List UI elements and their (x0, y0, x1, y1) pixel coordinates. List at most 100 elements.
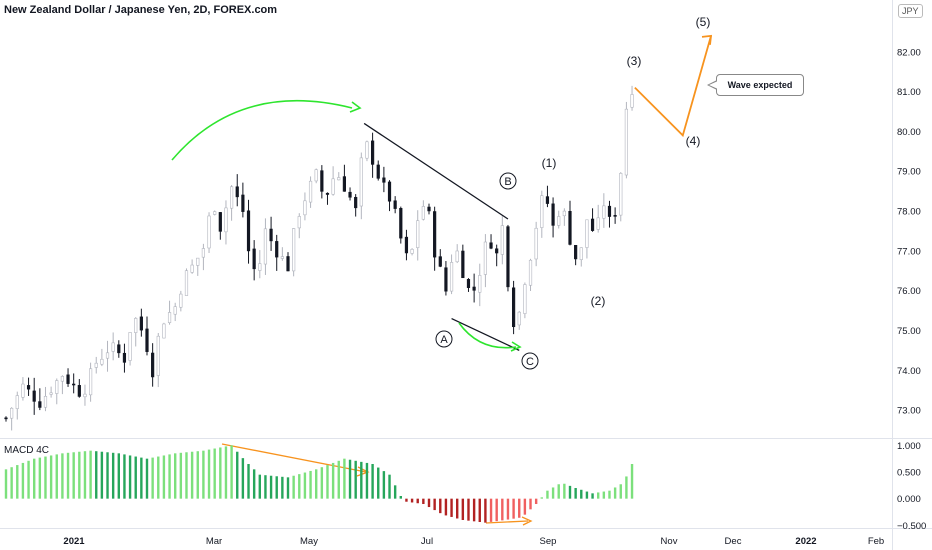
candle (286, 252, 290, 272)
macd-bar (348, 459, 352, 499)
macd-bar (298, 474, 301, 499)
macd-bar (585, 491, 589, 499)
candle-body (557, 216, 561, 226)
macd-bar (134, 456, 137, 499)
candle (224, 200, 228, 245)
candle (387, 180, 392, 212)
macd-bar (140, 457, 143, 499)
candle-body (528, 259, 533, 286)
macd-bar (557, 484, 560, 499)
macd-tick-label: 0.000 (897, 494, 921, 505)
macd-bar (439, 498, 442, 514)
candle-body (230, 186, 234, 209)
macd-bar (619, 484, 622, 499)
candle (551, 197, 555, 238)
macd-bar (343, 458, 346, 499)
candle (337, 172, 341, 181)
macd-bar (157, 456, 160, 499)
candle-body (38, 401, 42, 408)
candle (449, 254, 454, 295)
macd-bar (10, 467, 13, 499)
price-tick-label: 76.00 (897, 286, 921, 297)
macd-bar (145, 458, 149, 499)
candle (348, 187, 352, 201)
candle-body (416, 220, 420, 248)
macd-bar (286, 477, 290, 499)
macd-bar (382, 471, 386, 499)
candle (421, 200, 425, 221)
green-arc-arrow-small (458, 322, 517, 349)
arrowhead-icon (701, 34, 713, 45)
candle (483, 234, 488, 288)
candle (613, 207, 617, 224)
candle-body (624, 108, 628, 176)
candle (32, 377, 36, 415)
candle (156, 333, 160, 388)
macd-bar (196, 451, 199, 499)
macd-bar (38, 457, 42, 499)
macd-indicator-label[interactable]: MACD 4C (4, 445, 50, 456)
candle (94, 356, 98, 374)
candle-body (263, 228, 268, 265)
candle-body (218, 212, 222, 232)
candle (517, 310, 521, 330)
candle-body (342, 176, 347, 192)
wave-annotations: (1) (2) (3) (4) (5) A B C (171, 15, 713, 526)
macd-bar (518, 498, 521, 518)
candle (190, 259, 194, 274)
price-tick-label: 79.00 (897, 167, 921, 178)
candle-body (308, 180, 313, 203)
wave-label: (3) (627, 54, 642, 68)
candle-body (545, 196, 550, 204)
macd-bar (258, 474, 261, 499)
wave-label: (5) (696, 15, 711, 29)
candle (438, 249, 442, 268)
macd-bar (252, 469, 256, 499)
candle (213, 210, 217, 216)
macd-bar (393, 485, 397, 499)
macd-bar (427, 498, 431, 508)
candle (151, 343, 155, 387)
candle (342, 164, 347, 192)
macd-bar (461, 498, 465, 520)
currency-badge[interactable]: JPY (898, 4, 923, 18)
candle (26, 377, 31, 396)
candle (596, 204, 600, 233)
macd-bar (230, 445, 233, 499)
candle (416, 210, 420, 261)
candle (427, 203, 431, 215)
candle (269, 216, 273, 251)
macd-bar (207, 449, 211, 499)
candle-body (235, 186, 239, 198)
candle (308, 176, 313, 208)
candle-body (483, 241, 488, 275)
wave-label-circle (435, 330, 453, 348)
candle-body (241, 194, 245, 212)
price-tick-label: 75.00 (897, 326, 921, 337)
price-tick-label: 77.00 (897, 246, 921, 257)
candle-body (433, 211, 437, 258)
candle (230, 185, 234, 221)
time-tick-label: Feb (868, 536, 884, 547)
macd-bar (66, 452, 70, 499)
time-tick-label: Sep (540, 536, 557, 547)
macd-bar (523, 498, 527, 515)
candle-body (100, 358, 104, 365)
candle (263, 218, 268, 275)
macd-bar (202, 450, 205, 499)
candle-body (449, 262, 454, 292)
candle (461, 244, 465, 279)
macd-bar (162, 455, 166, 499)
macd-bar (224, 446, 228, 499)
candle (139, 308, 143, 337)
candle-body (280, 256, 284, 259)
candle-body (134, 318, 138, 333)
candle-body (43, 396, 48, 408)
candle-body (292, 228, 296, 272)
candle (66, 368, 70, 387)
candle (4, 416, 8, 422)
candle-body (489, 242, 493, 249)
candle (444, 261, 448, 296)
macd-bar (450, 498, 453, 517)
